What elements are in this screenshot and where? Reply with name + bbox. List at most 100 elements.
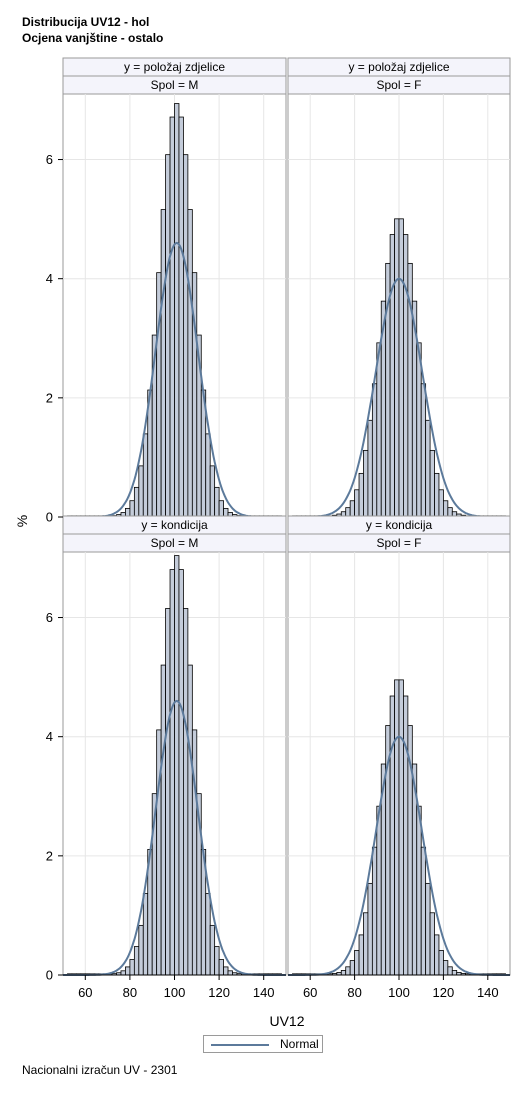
x-tick-label: 80 — [123, 985, 137, 1000]
histogram-bar — [138, 465, 144, 518]
histogram-bar — [438, 950, 444, 976]
x-axis-label: UV12 — [269, 1013, 304, 1029]
panel-3: y = kondicija Spol = M — [62, 515, 287, 976]
row-header-label: y = kondicija — [366, 518, 433, 532]
histogram-bar — [138, 924, 144, 976]
histogram-bar — [376, 805, 382, 976]
column-header-label: Spol = F — [376, 536, 421, 550]
histogram-bar — [371, 846, 378, 976]
histogram-bar — [354, 489, 360, 518]
histogram-bar — [420, 846, 427, 976]
histogram-bar — [429, 449, 435, 518]
histogram-bar — [340, 970, 347, 976]
histogram-bar — [125, 966, 131, 976]
histogram-bar — [178, 569, 184, 976]
histogram-bar — [209, 924, 216, 976]
x-tick-label: 60 — [78, 985, 92, 1000]
histogram-bar — [358, 934, 364, 976]
y-tick-label: 6 — [46, 152, 53, 167]
histogram-bar — [403, 695, 409, 976]
panel-1: y = položaj zdjelice Spol = M — [62, 57, 287, 518]
panel-2: y = položaj zdjelice Spol = F — [287, 57, 511, 518]
histogram-bar — [187, 209, 193, 518]
histogram-bar — [133, 946, 140, 976]
histogram-bar — [442, 500, 449, 518]
histogram-bar — [434, 472, 440, 518]
row-header-label: y = kondicija — [141, 518, 208, 532]
histogram-bar — [394, 679, 400, 976]
histogram-bar — [438, 489, 444, 518]
histogram-bar — [205, 893, 211, 976]
histogram-bar — [120, 970, 126, 976]
x-tick-label: 60 — [303, 985, 317, 1000]
x-tick-label: 120 — [433, 985, 455, 1000]
histogram-bar — [358, 472, 364, 518]
histogram-bar — [349, 960, 356, 976]
histogram-bar — [345, 966, 351, 976]
legend: Normal — [203, 1035, 323, 1053]
histogram-bar — [376, 342, 382, 518]
footnote: Nacionalni izračun UV - 2301 — [22, 1063, 178, 1077]
histogram-bar — [451, 970, 458, 976]
histogram-bar — [420, 383, 427, 518]
histogram-bar — [434, 934, 440, 976]
histogram-bar — [183, 608, 189, 976]
y-tick-label: 2 — [46, 390, 53, 405]
histogram-bar — [429, 912, 435, 976]
histogram-bar — [416, 342, 422, 518]
y-tick-label: 4 — [46, 271, 53, 286]
histogram-bar — [165, 154, 171, 518]
histogram-bar — [187, 664, 193, 976]
x-tick-label: 140 — [253, 985, 275, 1000]
histogram-bar — [403, 234, 409, 518]
y-tick-label: 2 — [46, 848, 53, 863]
y-tick-label: 4 — [46, 729, 53, 744]
histogram-bar — [398, 218, 404, 518]
histogram-bar — [174, 103, 180, 518]
histogram-bar — [169, 116, 175, 518]
histogram-bar — [205, 433, 211, 518]
legend-label: Normal — [280, 1037, 319, 1051]
histogram-bar — [354, 950, 360, 976]
column-header-label: Spol = M — [151, 78, 199, 92]
histogram-bar — [367, 882, 373, 976]
y-axis-label: % — [14, 515, 30, 527]
histogram-bar — [349, 500, 356, 518]
x-tick-label: 120 — [208, 985, 230, 1000]
histogram-bar — [425, 882, 431, 976]
histogram-bar — [178, 116, 184, 518]
histogram-bar — [223, 966, 229, 976]
histogram-bar — [218, 959, 224, 976]
histogram-bar — [129, 500, 135, 518]
normal-curve — [288, 735, 510, 976]
histogram-bar — [367, 419, 373, 518]
histogram-bar — [363, 449, 369, 518]
normal-curve-legend-icon — [211, 1044, 269, 1046]
histogram-bar — [442, 960, 449, 976]
histogram-bar — [169, 569, 175, 976]
histogram-bar — [160, 664, 166, 976]
x-tick-label: 80 — [347, 985, 361, 1000]
column-header-label: Spol = M — [151, 536, 199, 550]
histogram-bar — [218, 500, 224, 518]
chart-subtitle: Ocjena vanjštine - ostalo — [22, 31, 164, 45]
row-header-label: y = položaj zdjelice — [348, 60, 449, 74]
y-tick-label: 0 — [46, 510, 53, 525]
x-tick-label: 140 — [477, 985, 499, 1000]
histogram-bar — [214, 486, 220, 518]
histogram-bar — [209, 465, 216, 518]
histogram-bar — [371, 383, 378, 518]
histogram-bar — [227, 970, 233, 976]
histogram-bar — [416, 805, 422, 976]
row-header-label: y = položaj zdjelice — [124, 60, 225, 74]
histogram-bar — [174, 555, 180, 976]
panel-4: y = kondicija Spol = F — [287, 515, 511, 976]
histogram-bar — [447, 966, 453, 976]
x-tick-label: 100 — [164, 985, 186, 1000]
histogram-bar — [183, 154, 189, 518]
histogram-bar — [389, 234, 395, 518]
column-header-label: Spol = F — [376, 78, 421, 92]
histogram-bar — [142, 433, 149, 518]
histogram-bar — [129, 959, 135, 976]
